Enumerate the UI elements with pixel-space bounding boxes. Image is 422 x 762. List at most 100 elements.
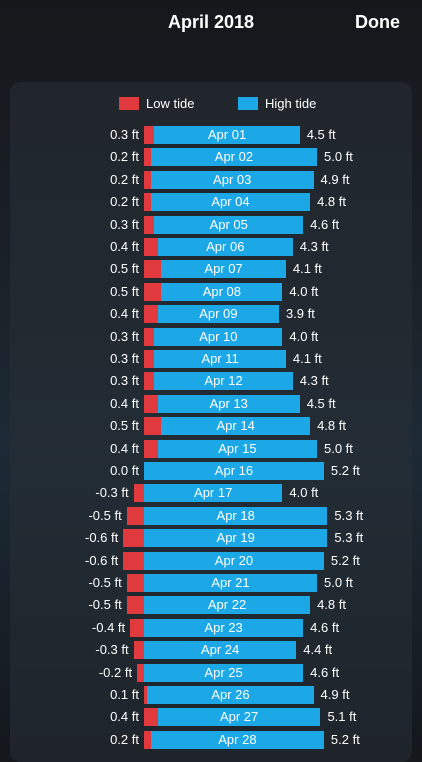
low-tide-label: -0.6 ft [85, 552, 119, 568]
tide-chart[interactable]: Apr 01 0.3 ft 4.5 ft Apr 02 0.2 ft 5.0 ft Apr … [0, 126, 422, 750]
low-tide-label: 0.3 ft [110, 351, 139, 366]
nav-bar: April 2018 Done [0, 0, 422, 46]
low-tide-bar [144, 170, 151, 189]
high-tide-label: 4.5 ft [306, 395, 336, 411]
low-tide-bar [144, 708, 158, 727]
high-tide-bar [154, 372, 293, 391]
low-tide-label: 0.2 ft [110, 731, 139, 747]
high-tide-label: 5.2 ft [330, 463, 360, 478]
low-tide-label: -0.5 ft [88, 507, 122, 523]
high-tide-label: 4.9 ft [320, 687, 350, 702]
date-label: Apr 12 [204, 373, 243, 389]
high-tide-bar [157, 439, 317, 458]
date-label: Apr 21 [211, 575, 250, 590]
low-tide-label: -0.3 ft [95, 485, 129, 501]
high-tide-bar [157, 394, 300, 413]
date-label: Apr 19 [216, 530, 255, 546]
date-label: Apr 20 [214, 552, 254, 568]
high-tide-bar [154, 350, 286, 368]
high-tide-label: 4.8 ft [317, 597, 346, 613]
legend-swatch-high-tide [238, 97, 258, 110]
low-tide-label: 0.4 ft [110, 709, 139, 725]
date-label: Apr 28 [218, 731, 257, 747]
low-tide-label: -0.4 ft [91, 619, 126, 635]
high-tide-label: 5.2 ft [330, 731, 360, 747]
high-tide-bar [157, 305, 279, 324]
date-label: Apr 24 [200, 642, 240, 658]
low-tide-bar [144, 394, 158, 413]
high-tide-label: 4.0 ft [289, 283, 319, 299]
date-label: Apr 27 [219, 709, 259, 725]
date-label: Apr 22 [207, 597, 247, 613]
date-label: Apr 04 [211, 194, 250, 210]
date-label: Apr 05 [209, 216, 248, 232]
high-tide-bar [144, 663, 304, 682]
low-tide-label: 0.3 ft [110, 216, 139, 232]
low-tide-bar [144, 730, 151, 749]
date-label: Apr 15 [218, 440, 257, 456]
date-label: Apr 08 [202, 283, 241, 299]
high-tide-label: 4.6 ft [310, 664, 340, 680]
low-tide-bar [126, 574, 144, 592]
high-tide-bar [154, 215, 304, 234]
high-tide-bar [144, 506, 328, 525]
low-tide-bar [130, 618, 144, 637]
low-tide-bar [144, 305, 158, 324]
low-tide-bar [144, 148, 151, 167]
date-label: Apr 01 [207, 127, 247, 142]
low-tide-bar [144, 372, 155, 391]
date-label: Apr 18 [216, 507, 255, 523]
high-tide-label: 5.3 ft [334, 530, 364, 546]
low-tide-label: 0.3 ft [110, 328, 139, 344]
high-tide-label: 4.4 ft [303, 642, 333, 658]
high-tide-bar [150, 730, 324, 749]
low-tide-bar [133, 484, 144, 503]
high-tide-label: 5.2 ft [330, 552, 360, 568]
low-tide-label: 0.3 ft [110, 127, 139, 142]
high-tide-label: 4.8 ft [317, 194, 346, 210]
high-tide-bar [144, 618, 304, 637]
high-tide-bar [161, 260, 286, 279]
low-tide-bar [144, 238, 158, 256]
high-tide-label: 4.8 ft [317, 418, 346, 434]
high-tide-bar [161, 282, 283, 301]
done-button[interactable]: Done [355, 12, 400, 32]
date-label: Apr 11 [201, 351, 239, 366]
high-tide-bar [144, 596, 311, 615]
high-tide-label: 4.6 ft [310, 619, 340, 635]
low-tide-bar [144, 686, 148, 704]
high-tide-bar [144, 484, 283, 503]
date-label: Apr 13 [209, 395, 248, 411]
low-tide-label: 0.2 ft [110, 149, 139, 165]
high-tide-label: 4.5 ft [306, 127, 336, 142]
low-tide-label: 0.4 ft [110, 239, 139, 254]
high-tide-label: 4.1 ft [292, 351, 322, 366]
date-label: Apr 06 [206, 239, 245, 254]
high-tide-label: 3.9 ft [285, 306, 315, 322]
low-tide-label: 0.4 ft [110, 306, 139, 322]
low-tide-label: 0.2 ft [110, 194, 139, 210]
low-tide-label: 0.1 ft [110, 687, 139, 702]
high-tide-bar [147, 686, 314, 704]
high-tide-label: 4.0 ft [289, 328, 319, 344]
low-tide-bar [123, 551, 144, 570]
low-tide-bar [144, 126, 155, 144]
low-tide-label: -0.5 ft [88, 597, 122, 613]
high-tide-label: 5.0 ft [324, 440, 353, 456]
high-tide-label: 4.1 ft [292, 261, 322, 277]
low-tide-bar [144, 327, 155, 346]
low-tide-bar [126, 596, 144, 615]
low-tide-bar [144, 282, 162, 301]
high-tide-label: 5.0 ft [324, 575, 353, 590]
date-label: Apr 10 [199, 328, 238, 344]
low-tide-label: -0.5 ft [88, 575, 122, 590]
high-tide-bar [150, 170, 314, 189]
chart-legend: Low tide High tide [0, 96, 422, 112]
date-label: Apr 03 [213, 171, 252, 187]
low-tide-bar [144, 215, 155, 234]
high-tide-bar [144, 574, 317, 592]
low-tide-bar [126, 506, 144, 525]
low-tide-label: 0.3 ft [110, 373, 139, 389]
low-tide-bar [133, 641, 144, 660]
low-tide-bar [144, 417, 162, 436]
